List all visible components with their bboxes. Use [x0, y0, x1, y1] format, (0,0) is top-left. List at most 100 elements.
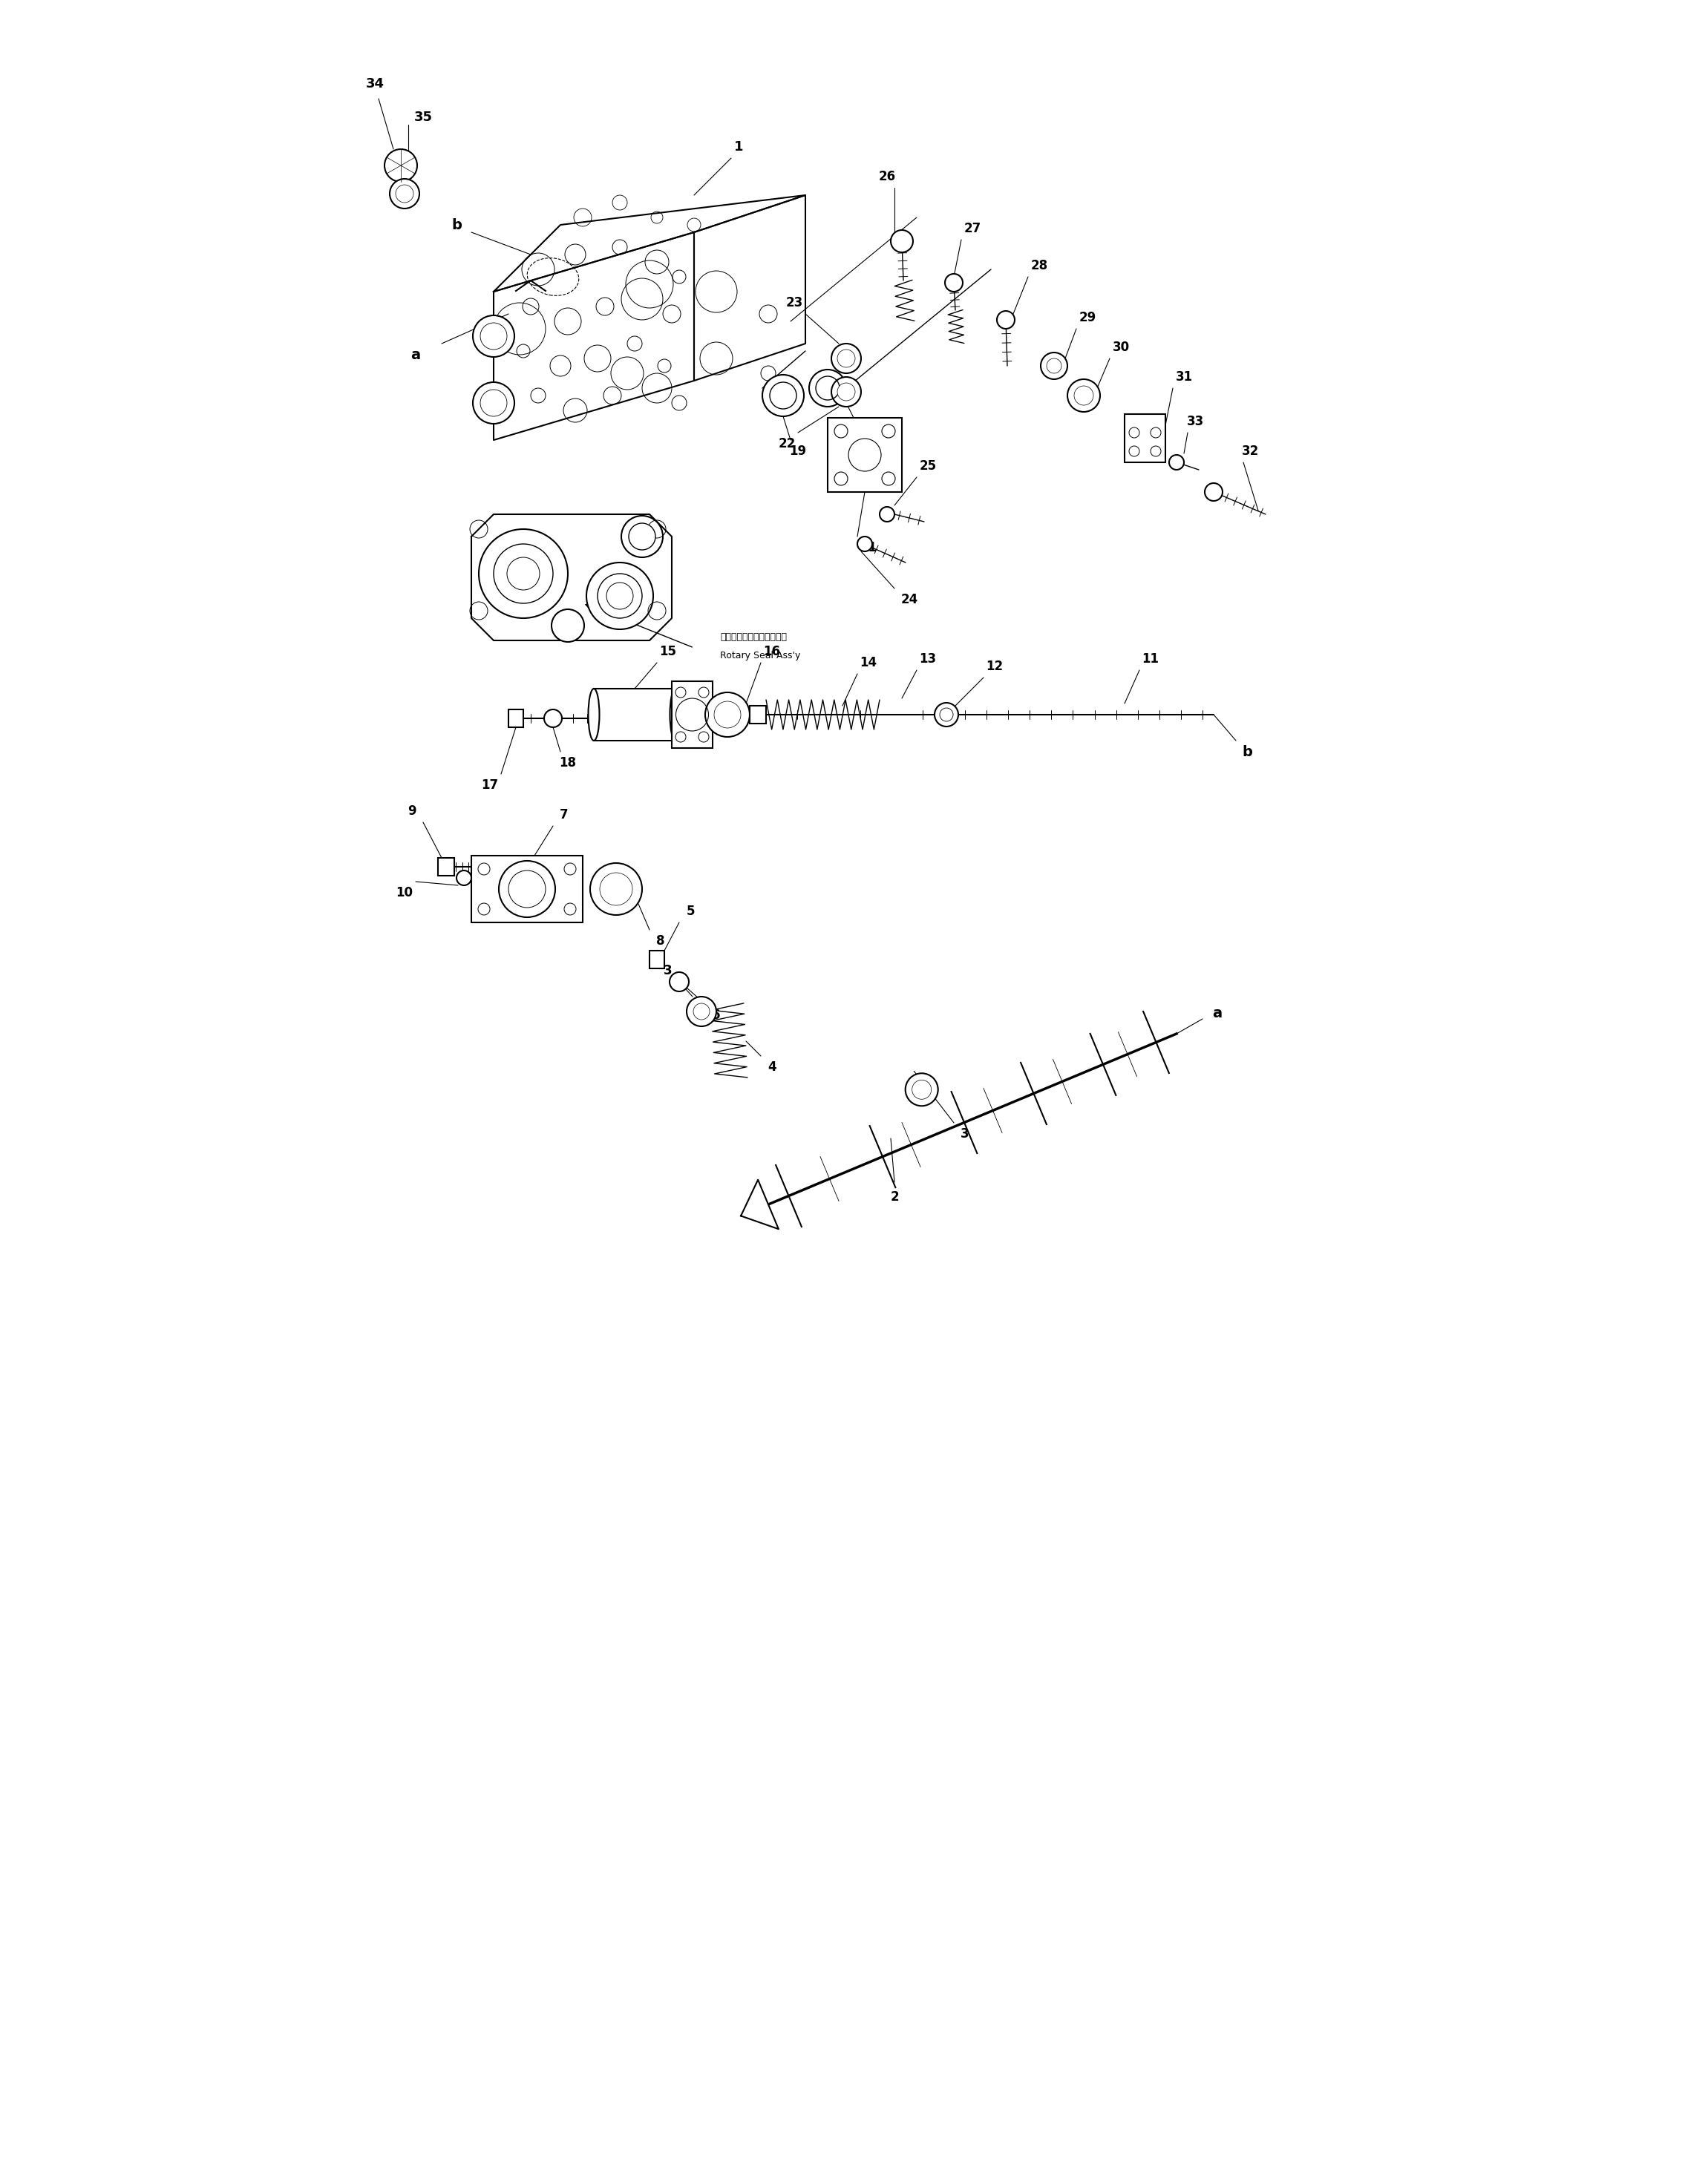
Text: 32: 32 [1242, 446, 1259, 459]
Bar [1124, 415, 1166, 463]
Polygon shape [741, 1179, 778, 1230]
Text: 17: 17 [482, 778, 499, 793]
Circle shape [598, 574, 642, 618]
Circle shape [473, 382, 514, 424]
Circle shape [479, 529, 568, 618]
Circle shape [396, 186, 413, 203]
Circle shape [762, 376, 804, 417]
Text: 29: 29 [1078, 310, 1095, 323]
Circle shape [384, 149, 418, 181]
Text: 34: 34 [366, 76, 384, 90]
Text: 13: 13 [920, 653, 937, 666]
Circle shape [912, 1079, 932, 1099]
Circle shape [551, 609, 585, 642]
Text: 3: 3 [664, 963, 672, 978]
Circle shape [1067, 380, 1100, 413]
Polygon shape [494, 194, 805, 293]
Bar [472, 856, 583, 922]
Circle shape [905, 1072, 939, 1105]
Circle shape [1046, 358, 1062, 373]
Text: b: b [1242, 745, 1252, 758]
Circle shape [891, 229, 913, 253]
Text: 30: 30 [1112, 341, 1129, 354]
Text: 3: 3 [960, 1127, 969, 1140]
Text: 4: 4 [768, 1061, 777, 1075]
Text: 1: 1 [735, 140, 743, 153]
Text: 9: 9 [408, 804, 416, 817]
Circle shape [1169, 454, 1185, 470]
Text: 28: 28 [1031, 260, 1048, 273]
Polygon shape [494, 232, 694, 439]
Circle shape [389, 179, 420, 207]
Text: 25: 25 [920, 459, 937, 472]
Text: 5: 5 [686, 904, 694, 917]
Bar [750, 705, 767, 723]
Text: 8: 8 [657, 935, 666, 948]
Text: 14: 14 [859, 655, 878, 668]
Circle shape [693, 1002, 709, 1020]
Circle shape [1073, 387, 1094, 406]
Bar [672, 681, 713, 749]
Circle shape [945, 273, 962, 293]
Circle shape [669, 972, 689, 992]
Circle shape [837, 382, 854, 400]
Circle shape [586, 563, 654, 629]
Text: 12: 12 [986, 660, 1003, 673]
Ellipse shape [671, 688, 681, 740]
Circle shape [494, 544, 553, 603]
Circle shape [457, 871, 472, 885]
Ellipse shape [588, 688, 600, 740]
Circle shape [858, 537, 873, 550]
Circle shape [629, 524, 655, 550]
Text: 26: 26 [878, 170, 896, 183]
Bar [827, 417, 901, 491]
Bar [438, 858, 455, 876]
Text: 21: 21 [859, 542, 878, 555]
Text: 23: 23 [785, 297, 802, 310]
Text: ロータリシールアセンブリ: ロータリシールアセンブリ [719, 631, 787, 642]
Text: a: a [411, 347, 421, 363]
Text: 20: 20 [856, 430, 873, 443]
Text: 18: 18 [559, 756, 576, 769]
Circle shape [998, 310, 1014, 330]
Bar [593, 688, 676, 740]
Text: 27: 27 [964, 223, 981, 236]
Circle shape [499, 860, 556, 917]
Circle shape [706, 692, 750, 736]
Circle shape [600, 874, 632, 906]
Circle shape [1041, 352, 1067, 380]
Text: 35: 35 [415, 111, 433, 124]
Circle shape [935, 703, 959, 727]
Bar [649, 950, 664, 968]
Text: Rotary Seal Ass'y: Rotary Seal Ass'y [719, 651, 800, 660]
Text: 31: 31 [1176, 371, 1193, 384]
Circle shape [473, 314, 514, 356]
Text: a: a [1213, 1007, 1222, 1020]
Bar [509, 710, 524, 727]
Polygon shape [694, 194, 805, 380]
Circle shape [1205, 483, 1223, 500]
Text: 19: 19 [789, 446, 807, 459]
Circle shape [714, 701, 741, 727]
Circle shape [831, 378, 861, 406]
Circle shape [544, 710, 561, 727]
Circle shape [590, 863, 642, 915]
Text: 24: 24 [901, 592, 918, 607]
Circle shape [831, 343, 861, 373]
Text: 33: 33 [1186, 415, 1203, 428]
Text: 2: 2 [890, 1190, 898, 1203]
Text: 10: 10 [396, 887, 413, 900]
Text: 16: 16 [763, 644, 780, 657]
Polygon shape [472, 513, 672, 640]
Circle shape [686, 996, 716, 1026]
Text: 22: 22 [778, 437, 795, 450]
Text: 11: 11 [1142, 653, 1159, 666]
Text: 6: 6 [713, 1009, 721, 1022]
Circle shape [622, 515, 662, 557]
Circle shape [837, 349, 854, 367]
Circle shape [809, 369, 846, 406]
Text: 7: 7 [559, 808, 568, 821]
Circle shape [880, 507, 895, 522]
Text: 15: 15 [659, 644, 677, 657]
Text: b: b [452, 218, 462, 232]
